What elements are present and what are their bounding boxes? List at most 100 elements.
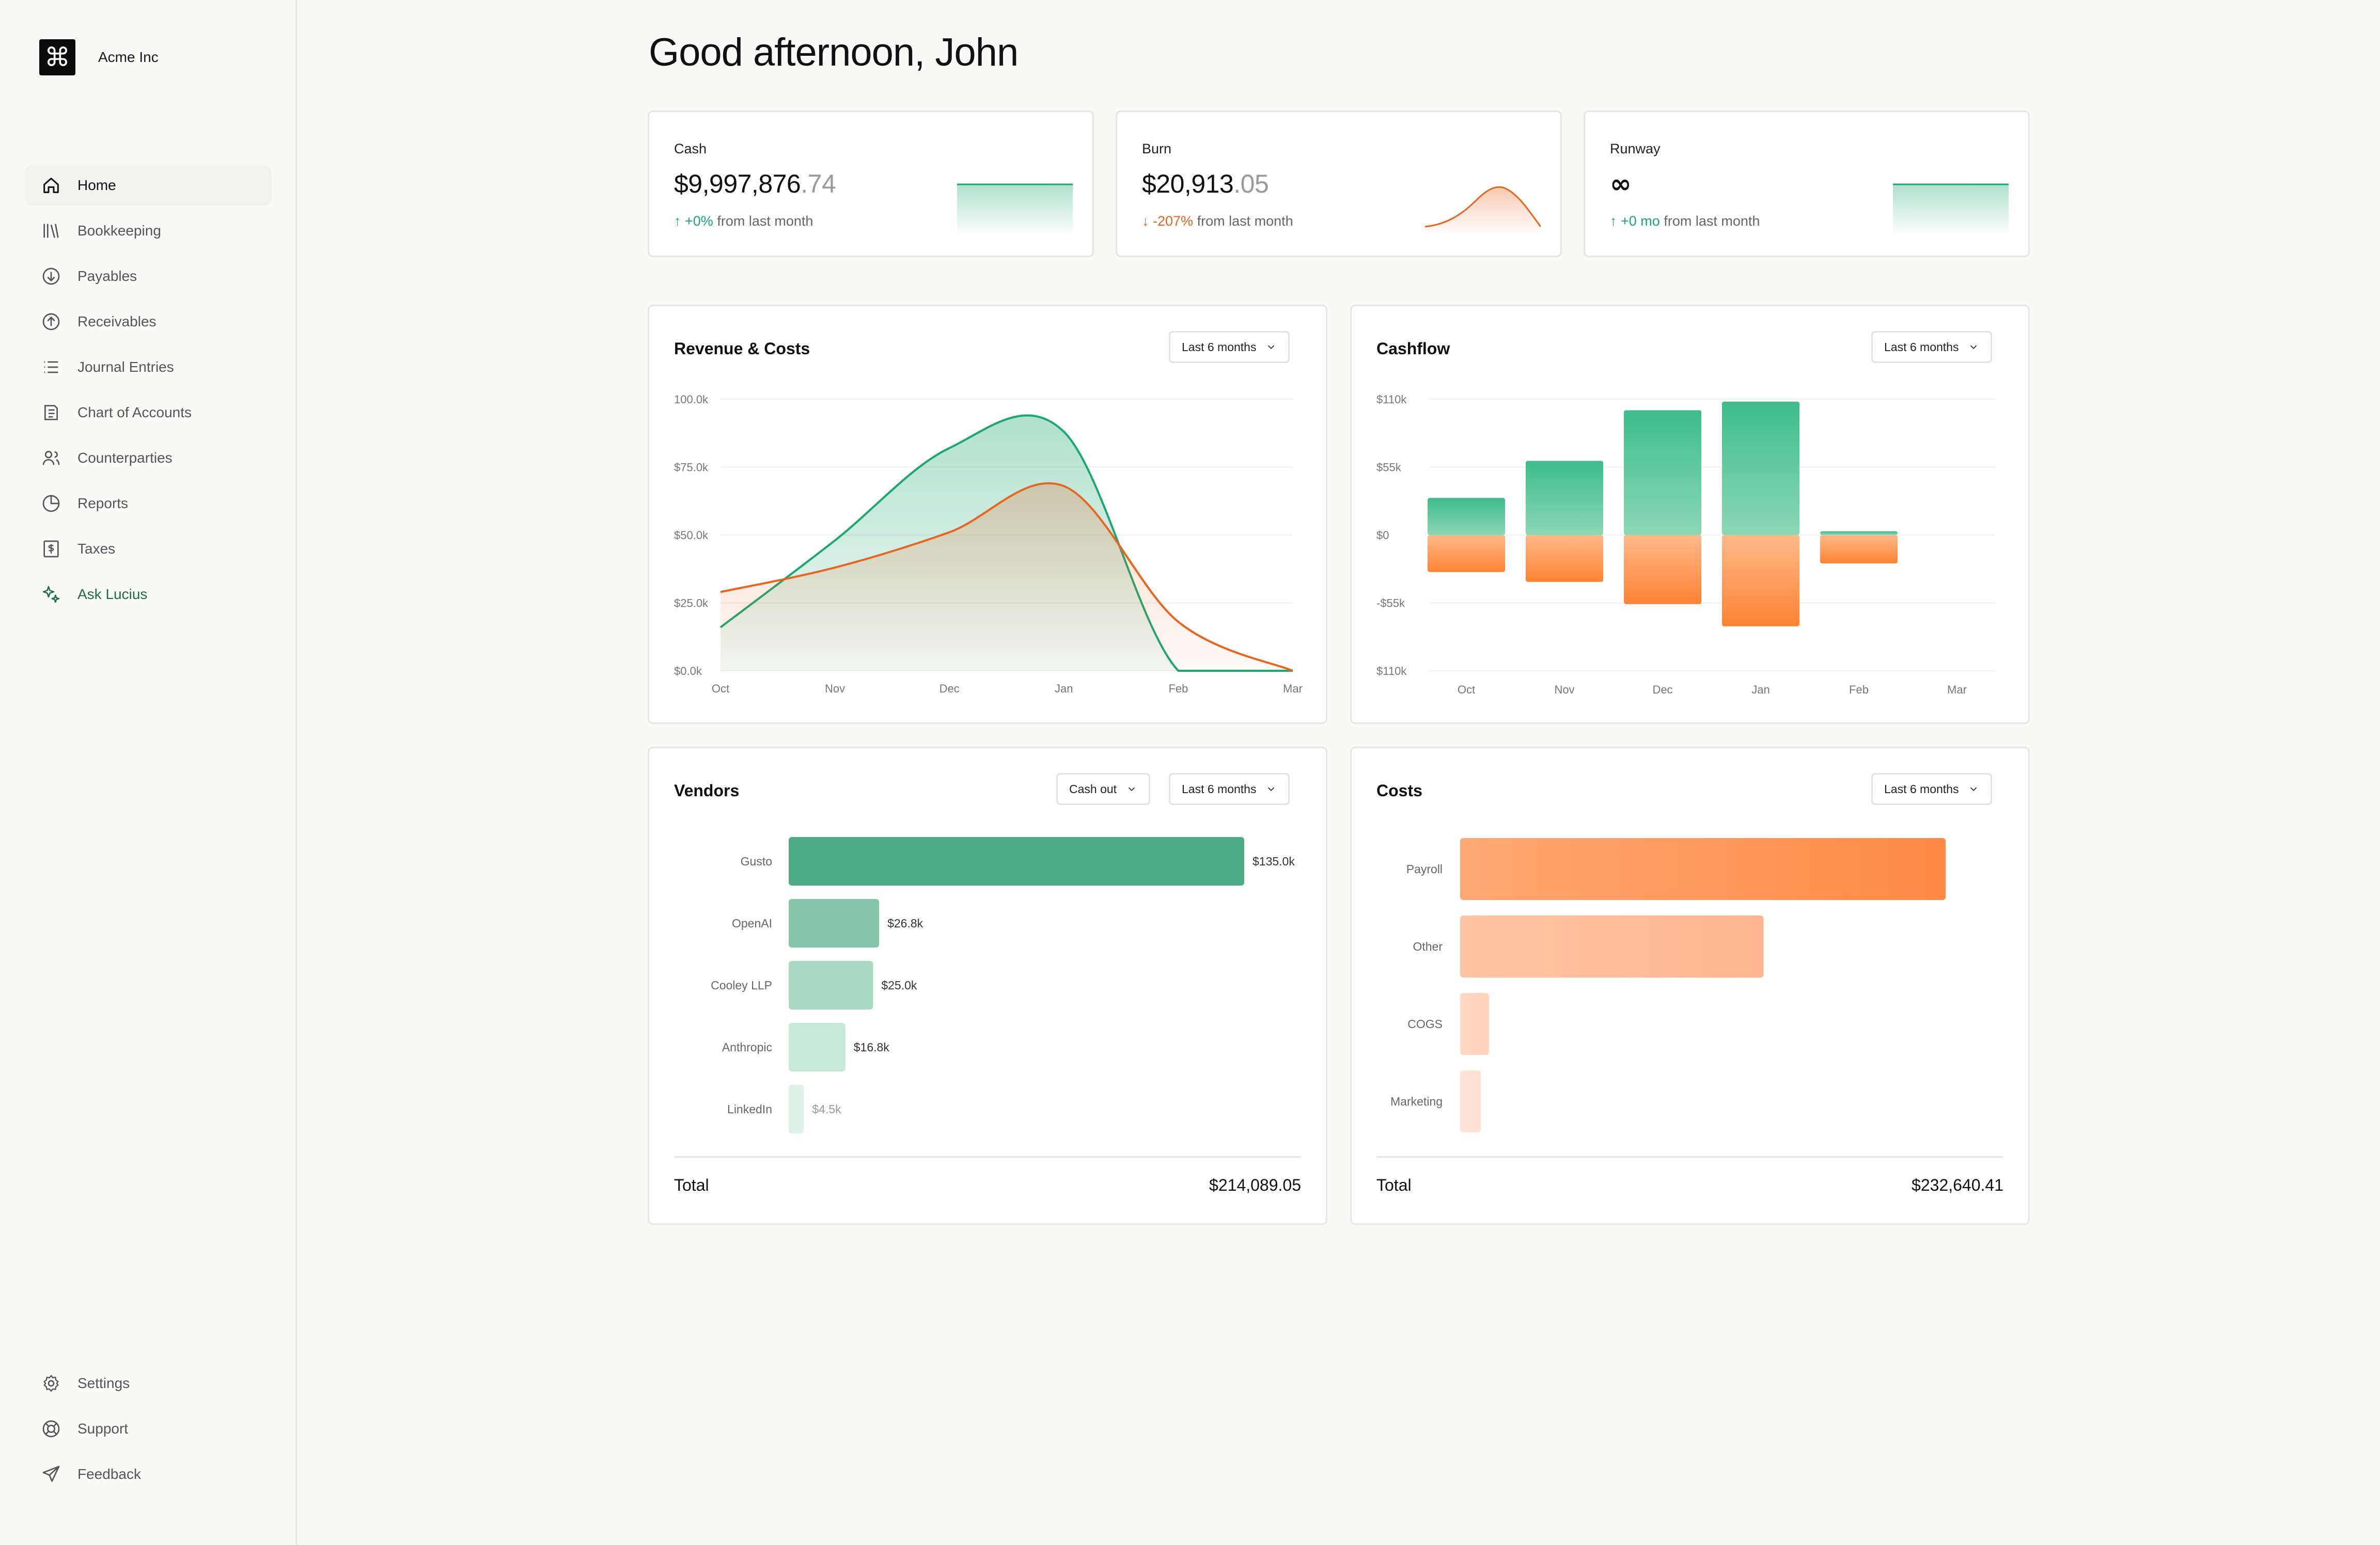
sidebar-item-settings[interactable]: Settings: [25, 1363, 272, 1404]
x-tick-label: Dec: [940, 682, 960, 695]
revenue-range-dropdown[interactable]: Last 6 months: [1169, 331, 1290, 363]
bar-outflow[interactable]: [1428, 535, 1505, 572]
vendor-bar[interactable]: [789, 1085, 804, 1133]
cash-card[interactable]: Cash $9,997,876.74 ↑ +0% from last month: [648, 111, 1094, 257]
sparkles-icon: [40, 584, 62, 605]
sidebar-item-ask-lucius[interactable]: Ask Lucius: [25, 574, 272, 614]
bar-outflow[interactable]: [1820, 535, 1898, 563]
y-tick-label: 100.0k: [674, 393, 709, 406]
brand-name: Acme Inc: [98, 49, 159, 65]
burn-card[interactable]: Burn $20,913.05 ↓ -207% from last month: [1116, 111, 1562, 257]
runway-card[interactable]: Runway ∞ ↑ +0 mo from last month: [1584, 111, 2030, 257]
cash-change: ↑ +0% from last month: [674, 213, 813, 229]
bar-inflow[interactable]: [1526, 461, 1603, 535]
sidebar-item-journal-entries[interactable]: Journal Entries: [25, 347, 272, 387]
sidebar-item-home[interactable]: Home: [25, 165, 272, 206]
vendor-label: Anthropic: [722, 1040, 772, 1054]
x-tick-label: Jan: [1751, 683, 1770, 696]
burn-sparkline: [1425, 186, 1541, 236]
sidebar-item-support[interactable]: Support: [25, 1409, 272, 1449]
runway-value: ∞: [1610, 169, 1632, 199]
vendor-label: OpenAI: [732, 917, 772, 930]
brand[interactable]: ⌘ Acme Inc: [39, 39, 159, 75]
revenue-costs-title: Revenue & Costs: [674, 339, 810, 358]
sidebar-item-feedback[interactable]: Feedback: [25, 1454, 272, 1494]
dollar-receipt-icon: [40, 538, 62, 560]
vendors-total-label: Total: [674, 1176, 709, 1194]
cashflow-range-dropdown[interactable]: Last 6 months: [1871, 331, 1993, 363]
chevron-down-icon: [1970, 787, 1977, 792]
users-icon: [40, 447, 62, 469]
sidebar-item-counterparties[interactable]: Counterparties: [25, 438, 272, 478]
series-line: [720, 482, 1293, 672]
revenue-costs-panel: Revenue & Costs Last 6 months $0.0k $25.0…: [648, 305, 1327, 724]
costs-title: Costs: [1376, 781, 1422, 800]
sidebar-item-label: Reports: [77, 495, 129, 511]
y-tick-label: $0.0k: [674, 665, 702, 677]
vendor-bar[interactable]: [789, 961, 873, 1010]
cash-sparkline: [957, 183, 1073, 236]
sidebar-item-chart-of-accounts[interactable]: Chart of Accounts: [25, 392, 272, 433]
cost-bar[interactable]: [1460, 993, 1489, 1055]
sidebar-item-taxes[interactable]: Taxes: [25, 529, 272, 569]
bar-outflow[interactable]: [1624, 535, 1701, 604]
sidebar-item-label: Ask Lucius: [77, 586, 148, 602]
vendor-bar[interactable]: [789, 837, 1244, 886]
costs-chart: Payroll Other COGS Marketing: [1390, 838, 1946, 1132]
vendor-value-label: $16.8k: [854, 1040, 890, 1054]
bar-outflow[interactable]: [1526, 535, 1603, 582]
arrow-up-circle-icon: [40, 311, 62, 333]
sidebar-item-label: Payables: [77, 268, 137, 284]
sidebar-item-reports[interactable]: Reports: [25, 483, 272, 524]
divider: [674, 1156, 1301, 1158]
bar-inflow[interactable]: [1624, 410, 1701, 535]
y-tick-label: $0: [1376, 529, 1389, 542]
lifebuoy-icon: [40, 1418, 62, 1440]
ledger-icon: [40, 402, 62, 423]
vendor-bar[interactable]: [789, 1023, 845, 1071]
vendors-filter-dropdown[interactable]: Cash out: [1056, 773, 1151, 805]
burn-value: $20,913.05: [1142, 169, 1269, 198]
runway-change: ↑ +0 mo from last month: [1610, 213, 1760, 229]
series-area: [721, 483, 1293, 671]
vendor-bar[interactable]: [789, 899, 880, 948]
bar-inflow[interactable]: [1820, 531, 1898, 535]
bar-outflow[interactable]: [1722, 535, 1799, 626]
arrow-down-circle-icon: [40, 265, 62, 287]
x-tick-label: Oct: [712, 682, 729, 695]
x-tick-label: Feb: [1168, 682, 1188, 695]
cost-label: Other: [1413, 940, 1443, 953]
sidebar: ⌘ Acme Inc Home Bookkeeping Payables Receiv…: [0, 0, 297, 1545]
cash-value: $9,997,876.74: [674, 169, 836, 198]
sidebar-item-bookkeeping[interactable]: Bookkeeping: [25, 211, 272, 251]
x-tick-label: Dec: [1652, 683, 1672, 696]
x-tick-label: Nov: [825, 682, 845, 695]
cost-bar[interactable]: [1460, 838, 1946, 900]
vendor-label: Cooley LLP: [711, 979, 772, 992]
cost-label: Payroll: [1406, 862, 1443, 876]
vendor-value-label: $25.0k: [881, 979, 917, 992]
sidebar-item-receivables[interactable]: Receivables: [25, 302, 272, 342]
cost-label: COGS: [1407, 1017, 1443, 1031]
vendor-value-label: $135.0k: [1252, 855, 1295, 868]
arrow-up-icon: ↑: [1610, 213, 1621, 229]
bar-inflow[interactable]: [1428, 498, 1505, 535]
sidebar-item-payables[interactable]: Payables: [25, 256, 272, 296]
sidebar-item-label: Journal Entries: [77, 359, 174, 375]
vendor-label: Gusto: [741, 855, 772, 868]
costs-range-dropdown[interactable]: Last 6 months: [1871, 773, 1993, 805]
sidebar-item-label: Home: [77, 177, 116, 193]
y-tick-label: $25.0k: [674, 597, 709, 610]
cost-bar[interactable]: [1460, 1070, 1481, 1132]
cost-bar[interactable]: [1460, 916, 1764, 978]
bottom-nav: Settings Support Feedback: [25, 1363, 272, 1500]
costs-panel: Costs Last 6 months Payroll Other COGS Mark…: [1350, 747, 2030, 1225]
send-icon: [40, 1463, 62, 1485]
bar-inflow[interactable]: [1722, 401, 1799, 535]
vendor-value-label: $4.5k: [812, 1102, 841, 1116]
sidebar-item-label: Receivables: [77, 313, 156, 329]
vendors-range-dropdown[interactable]: Last 6 months: [1169, 773, 1290, 805]
y-tick-label: $110k: [1376, 665, 1407, 677]
vendor-label: LinkedIn: [727, 1102, 772, 1116]
sidebar-item-label: Counterparties: [77, 450, 173, 466]
